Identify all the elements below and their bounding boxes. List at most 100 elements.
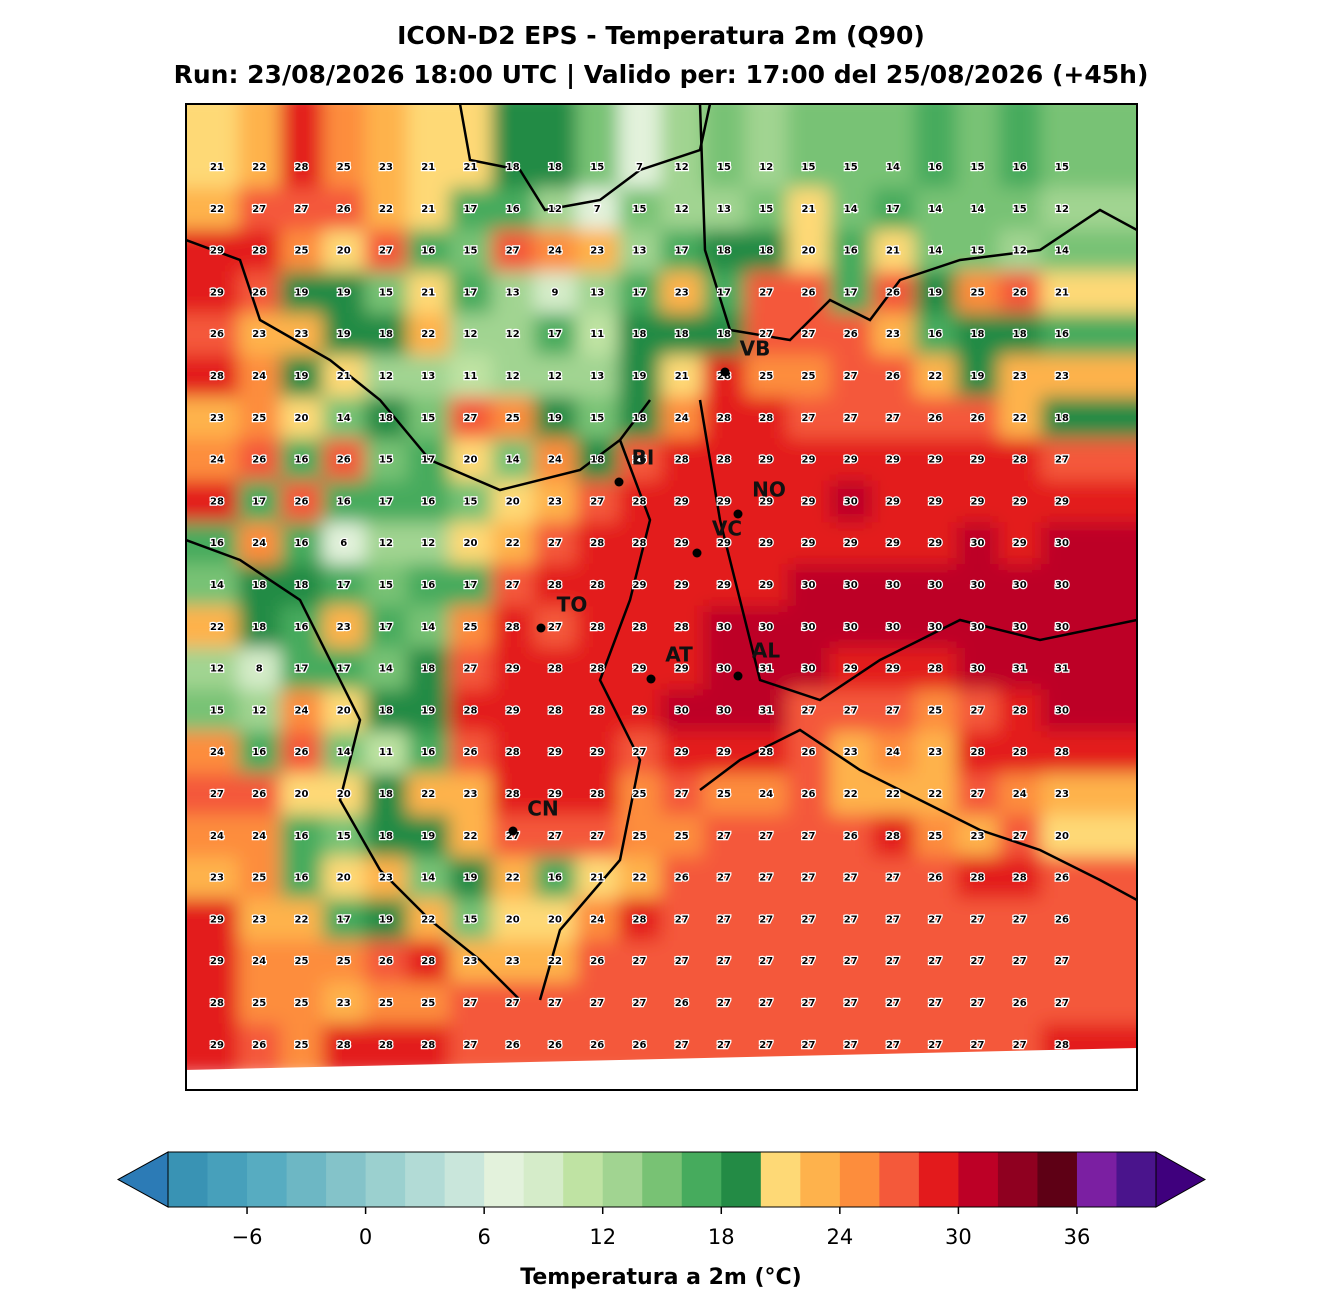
field-cell <box>364 773 409 816</box>
field-cell <box>449 856 493 900</box>
field-cell <box>618 355 662 398</box>
colorbar-frame <box>167 1151 1157 1208</box>
value-label: 29 <box>886 455 900 466</box>
field-cell <box>407 271 451 315</box>
value-label: 27 <box>971 789 985 800</box>
field-cell <box>364 187 409 231</box>
value-label: 21 <box>1055 287 1069 298</box>
field-cell <box>956 104 1000 189</box>
field-cell <box>576 480 620 524</box>
value-label: 25 <box>971 287 985 298</box>
field-cell <box>186 856 240 900</box>
value-label: 17 <box>675 246 689 257</box>
value-label: 12 <box>1055 204 1069 215</box>
colorbar-tick-label: 24 <box>826 1225 853 1249</box>
field-cell <box>745 522 789 566</box>
value-label: 27 <box>759 956 773 967</box>
field-cell <box>186 104 240 189</box>
field-cell <box>186 982 240 1025</box>
field-cell <box>364 814 409 858</box>
field-cell <box>618 647 662 691</box>
value-label: 18 <box>379 329 393 340</box>
city-label: AT <box>665 643 693 667</box>
value-label: 15 <box>590 413 604 424</box>
value-label: 18 <box>1013 329 1027 340</box>
value-label: 26 <box>252 287 266 298</box>
field-cell <box>449 731 493 775</box>
value-label: 19 <box>337 287 351 298</box>
field-cell <box>576 814 620 858</box>
value-label: 26 <box>844 329 858 340</box>
value-label: 21 <box>337 371 351 382</box>
value-label: 28 <box>210 371 224 382</box>
colorbar-segment <box>1076 1152 1117 1207</box>
field-cell <box>533 438 578 482</box>
value-label: 25 <box>295 1040 309 1051</box>
value-label: 27 <box>928 1040 942 1051</box>
value-label: 23 <box>464 956 478 967</box>
city-dot <box>733 509 743 519</box>
field-cells <box>186 104 1137 1070</box>
field-cell <box>914 480 958 524</box>
value-label: 29 <box>548 789 562 800</box>
value-label: 14 <box>337 747 351 758</box>
value-label: 31 <box>1013 664 1027 675</box>
colorbar-segment <box>681 1152 722 1207</box>
field-cell <box>702 814 747 858</box>
value-label: 27 <box>675 956 689 967</box>
field-cell <box>533 229 578 273</box>
value-label: 28 <box>633 622 647 633</box>
value-label: 15 <box>379 287 393 298</box>
value-label: 18 <box>633 329 647 340</box>
value-label: 20 <box>337 246 351 257</box>
value-label: 28 <box>1055 1040 1069 1051</box>
border <box>186 238 651 492</box>
value-label: 24 <box>1013 789 1027 800</box>
value-label: 23 <box>295 329 309 340</box>
field-cell <box>829 982 873 1025</box>
colorbar-label: Temperatura a 2m (°C) <box>520 1265 801 1290</box>
value-label: 15 <box>590 162 604 173</box>
field-cell <box>364 313 409 357</box>
colorbar-tick-label: −6 <box>232 1225 263 1249</box>
value-label: 26 <box>1055 914 1069 925</box>
field-cell <box>238 480 282 524</box>
field-cell <box>280 480 324 524</box>
colorbar-segment <box>247 1152 288 1207</box>
field-cell <box>491 396 535 440</box>
value-label: 29 <box>675 538 689 549</box>
field-cell <box>618 187 662 231</box>
field-cell <box>186 689 240 733</box>
field-cell <box>914 564 958 607</box>
field-cell <box>745 898 789 942</box>
value-label: 17 <box>633 287 647 298</box>
field-cell <box>576 647 620 691</box>
field-cell <box>871 438 916 482</box>
value-label: 25 <box>633 789 647 800</box>
field-cell <box>1040 396 1137 440</box>
field-cell <box>533 355 578 398</box>
value-label: 30 <box>1055 622 1069 633</box>
field-cell <box>280 647 324 691</box>
field-cell <box>829 271 873 315</box>
value-label: 26 <box>886 287 900 298</box>
value-label: 21 <box>802 204 816 215</box>
value-label: 15 <box>1013 204 1027 215</box>
field-cell <box>914 731 958 775</box>
value-label: 17 <box>295 664 309 675</box>
field-cell <box>1040 564 1137 607</box>
city-label: CN <box>527 797 558 821</box>
field-cell <box>787 731 831 775</box>
field-cell <box>322 229 366 273</box>
value-label: 22 <box>210 204 224 215</box>
value-label: 27 <box>590 831 604 842</box>
field-cell <box>660 313 704 357</box>
value-label: 27 <box>379 246 393 257</box>
field-cell <box>871 355 916 398</box>
field-cell <box>280 355 324 398</box>
city-dot <box>646 674 656 684</box>
value-label: 30 <box>759 622 773 633</box>
value-label: 29 <box>971 455 985 466</box>
colorbar-segment <box>444 1152 485 1207</box>
